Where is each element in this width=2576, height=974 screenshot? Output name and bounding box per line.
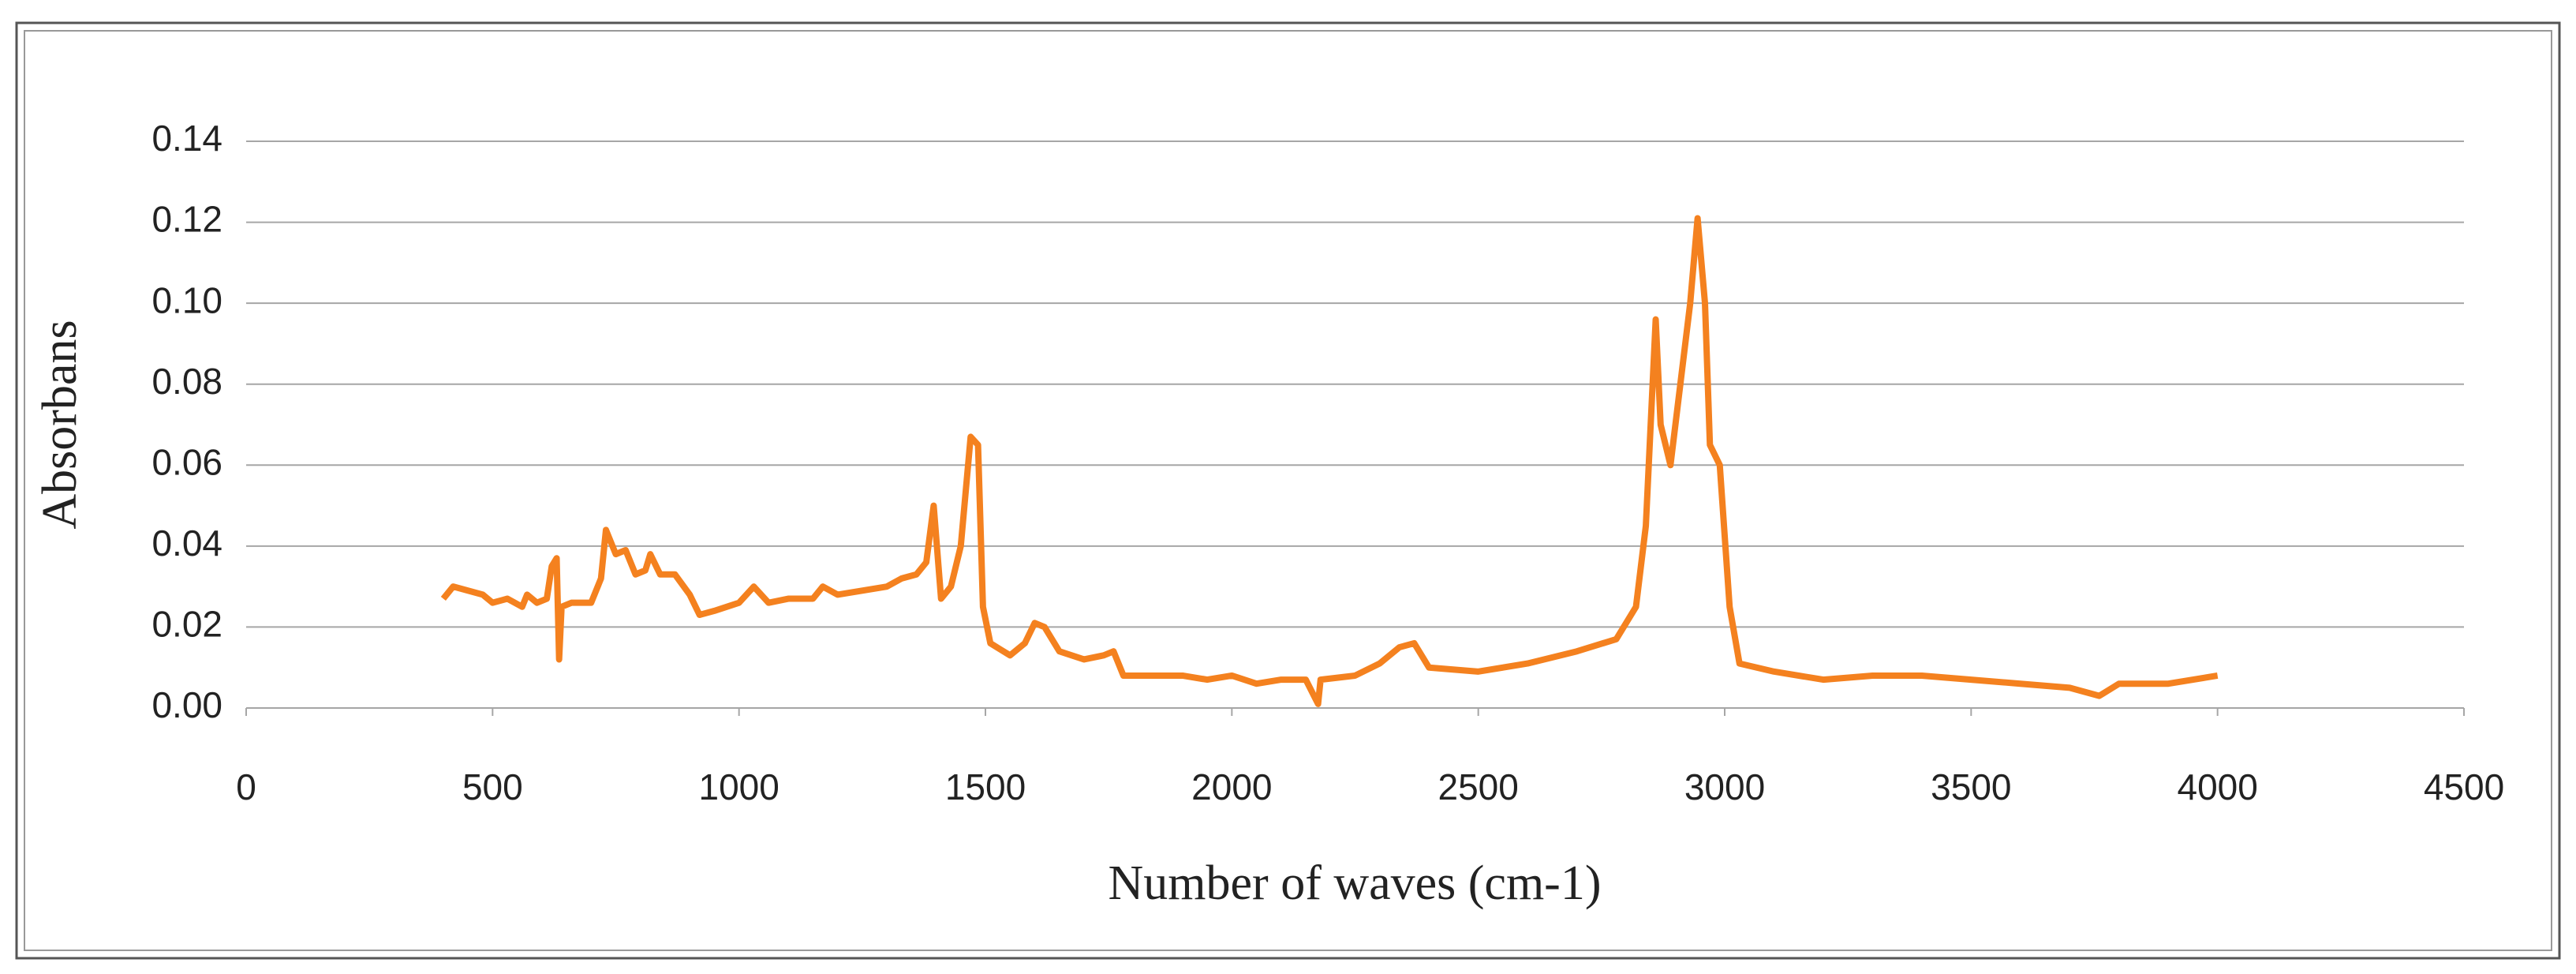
x-tick-label: 0 bbox=[236, 766, 256, 807]
y-tick-label: 0.12 bbox=[151, 199, 222, 240]
x-tick-label: 3000 bbox=[1684, 766, 1765, 807]
x-tick-label: 4000 bbox=[2177, 766, 2257, 807]
y-tick-label: 0.14 bbox=[151, 118, 222, 159]
x-tick-label: 2000 bbox=[1191, 766, 1272, 807]
y-tick-label: 0.10 bbox=[151, 279, 222, 320]
outer-frame bbox=[15, 21, 2561, 960]
y-tick-label: 0.06 bbox=[151, 441, 222, 482]
inner-frame bbox=[24, 30, 2552, 951]
x-tick-label: 500 bbox=[462, 766, 523, 807]
x-tick-label: 4500 bbox=[2424, 766, 2504, 807]
x-tick-label: 3500 bbox=[1931, 766, 2011, 807]
x-tick-label: 1000 bbox=[698, 766, 779, 807]
x-axis-title: Number of waves (cm-1) bbox=[1109, 856, 1602, 910]
x-tick-label: 1500 bbox=[945, 766, 1026, 807]
y-tick-label: 0.02 bbox=[151, 604, 222, 645]
y-axis-title: Absorbans bbox=[33, 320, 87, 529]
y-tick-label: 0.00 bbox=[151, 684, 222, 725]
x-tick-label: 2500 bbox=[1438, 766, 1518, 807]
data-line bbox=[440, 215, 2219, 707]
y-tick-label: 0.08 bbox=[151, 361, 222, 402]
y-tick-label: 0.04 bbox=[151, 523, 222, 564]
